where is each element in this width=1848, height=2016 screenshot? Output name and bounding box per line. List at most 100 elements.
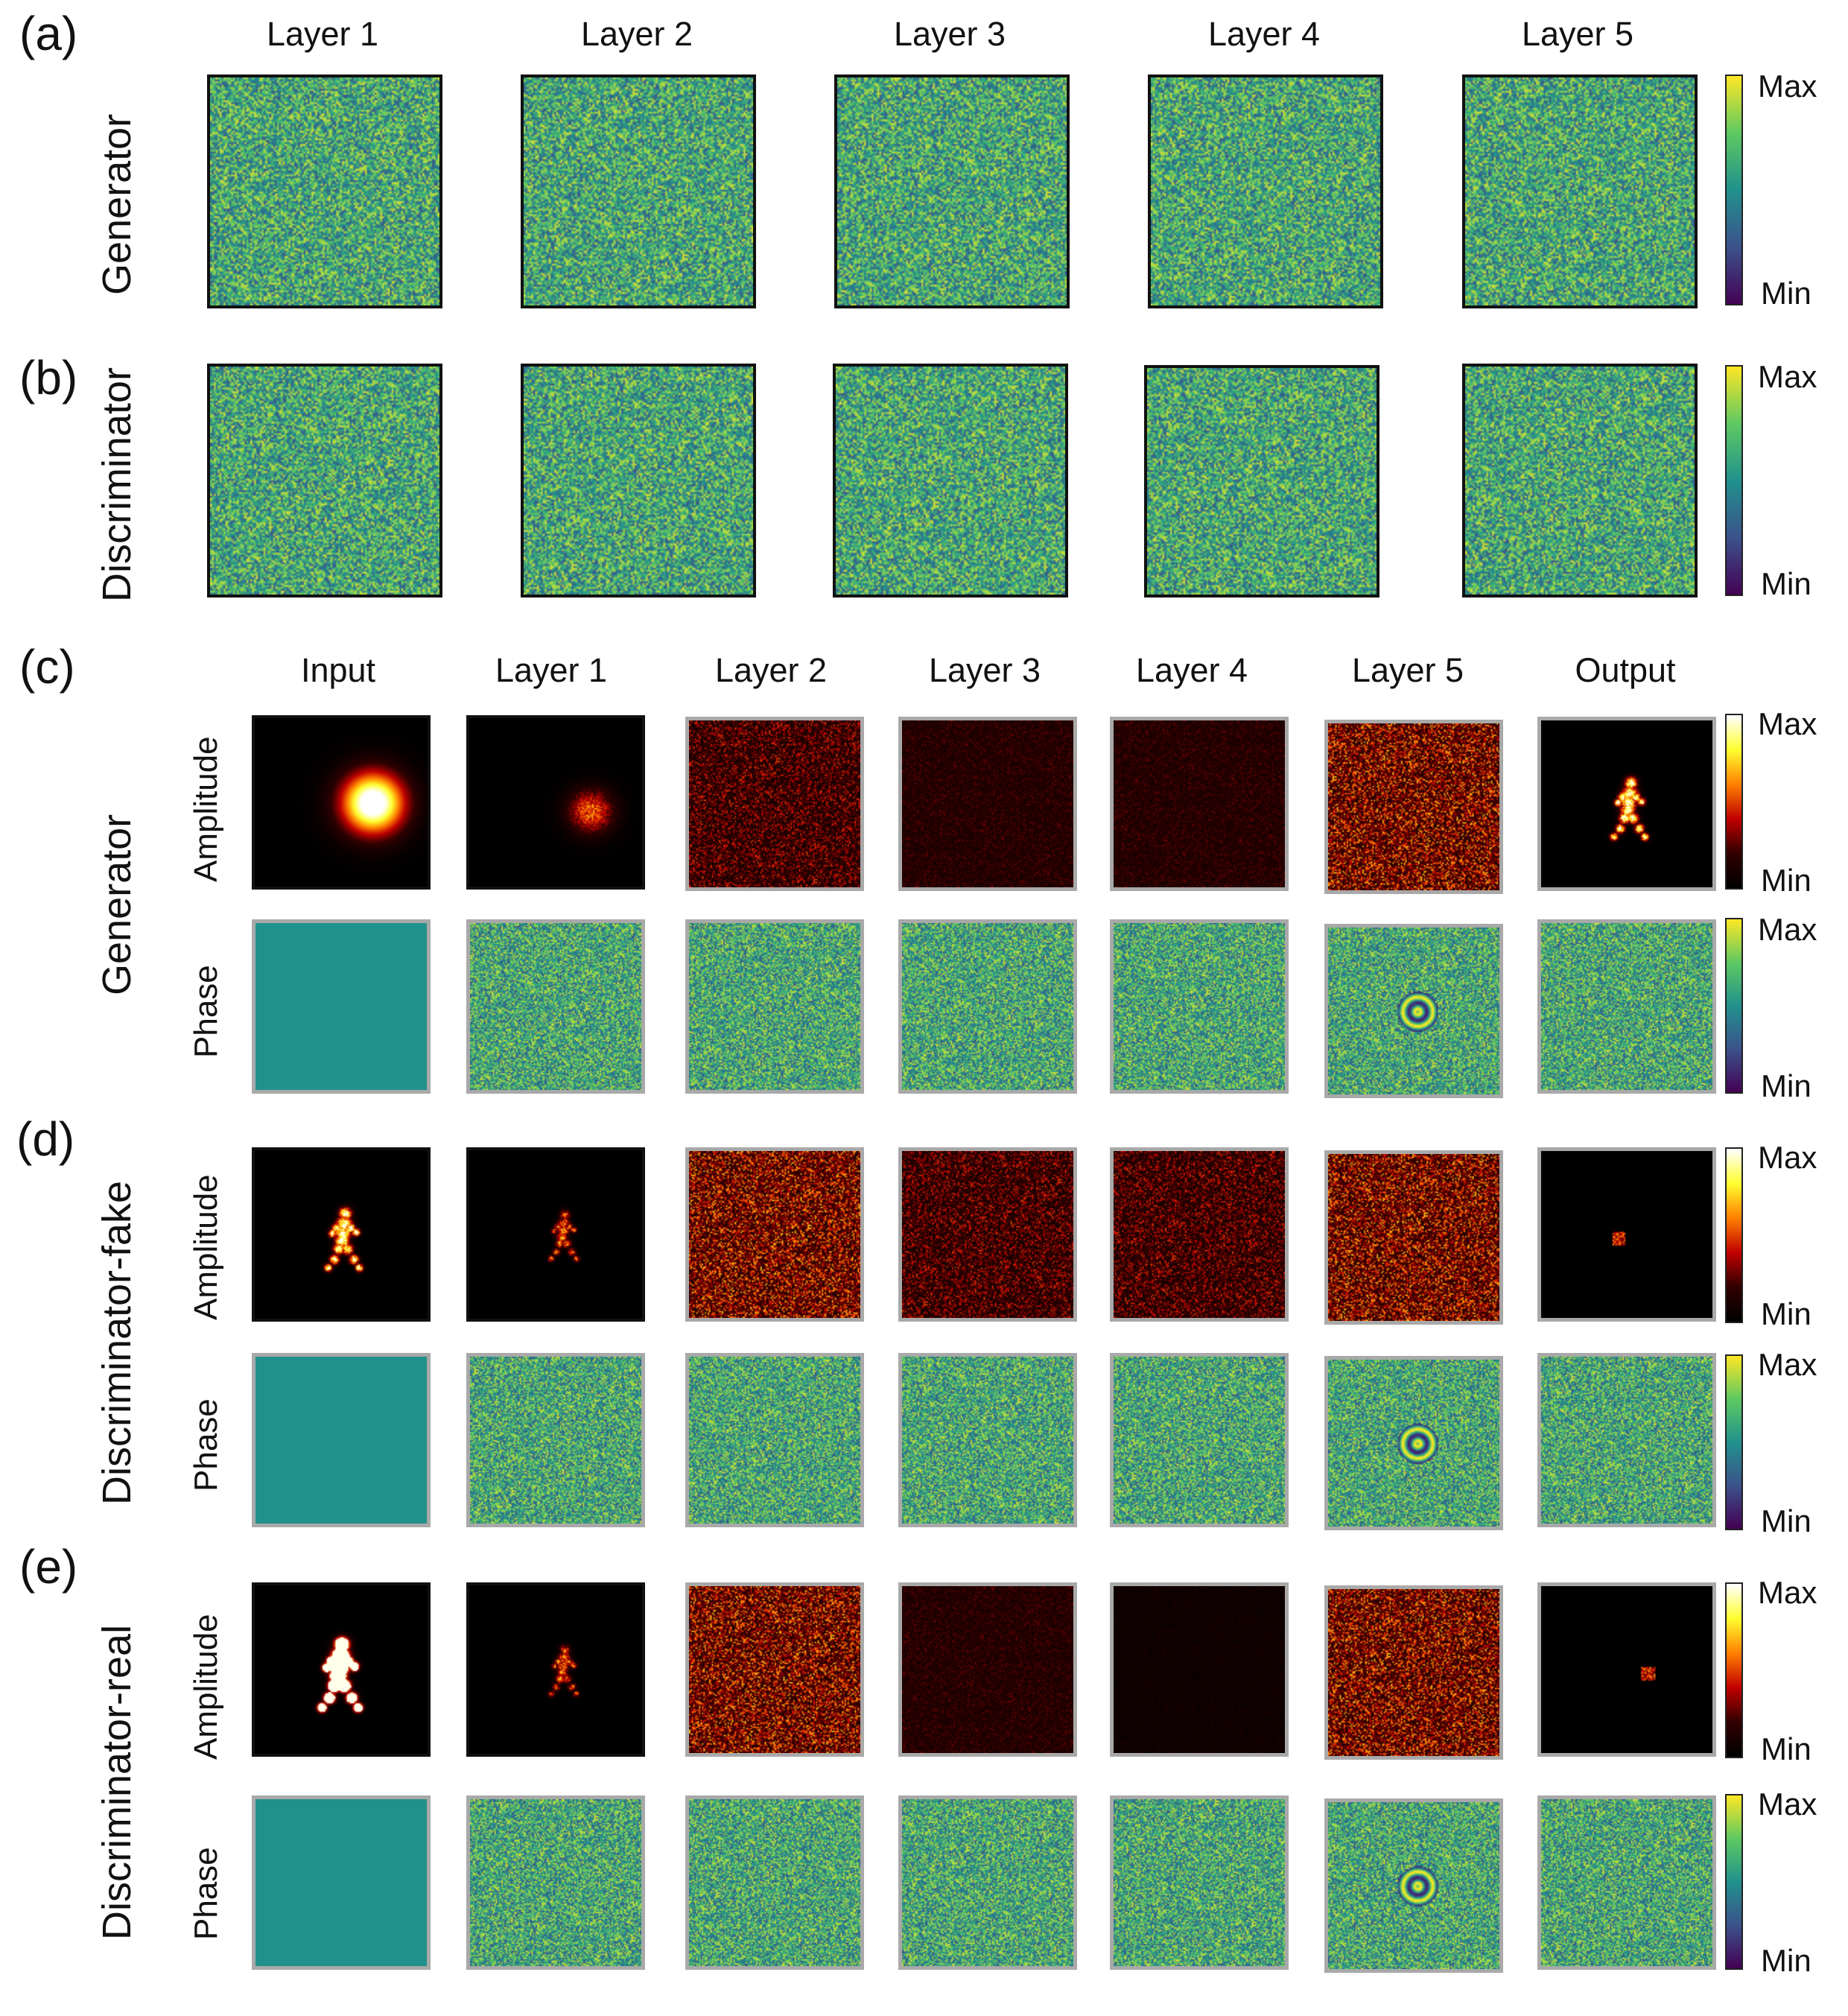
discriminator-layer-2-phase-mask (521, 364, 756, 597)
panel-d-amplitude-colorbar-min: Min (1761, 1296, 1812, 1331)
generator-layer-2-phase-mask (521, 75, 756, 308)
panel-e-phase-colorbar (1725, 1794, 1743, 1970)
discriminator-real-layer-3-amplitude (898, 1582, 1077, 1757)
generator-input-phase (252, 919, 431, 1094)
panel-c-phase-colorbar (1725, 918, 1743, 1094)
generator-layer-1-amplitude (466, 715, 645, 890)
discriminator-fake-layer-2-amplitude (685, 1147, 864, 1322)
panel-e-amplitude-colorbar-max: Max (1758, 1575, 1817, 1610)
panel-b-colorbar-max: Max (1758, 359, 1817, 394)
panel-c-label: (c) (19, 640, 75, 694)
panel-c-col-title: Layer 2 (714, 651, 828, 689)
generator-layer-3-amplitude (898, 717, 1077, 891)
panel-a-col-title: Layer 5 (1521, 15, 1634, 53)
discriminator-fake-input-amplitude (252, 1147, 431, 1322)
panel-e-amplitude-colorbar (1725, 1582, 1743, 1758)
discriminator-real-layer-3-phase (898, 1795, 1077, 1970)
discriminator-real-layer-2-amplitude (685, 1582, 864, 1757)
panel-a-colorbar-min: Min (1761, 276, 1812, 311)
discriminator-fake-layer-2-phase (685, 1353, 864, 1527)
generator-layer-3-phase (898, 919, 1077, 1094)
generator-layer-4-amplitude (1110, 717, 1289, 891)
panel-a-label: (a) (19, 7, 78, 60)
panel-b-colorbar-min: Min (1761, 566, 1812, 601)
discriminator-fake-layer-3-phase (898, 1353, 1077, 1527)
panel-c-phase-label: Phase (188, 965, 224, 1058)
generator-layer-5-phase-mask (1462, 75, 1698, 308)
discriminator-fake-layer-3-amplitude (898, 1147, 1077, 1322)
discriminator-fake-output-amplitude (1537, 1147, 1716, 1322)
panel-c-phase-colorbar-min: Min (1761, 1068, 1812, 1103)
panel-e-row-label: Discriminator-real (95, 1624, 139, 1940)
panel-c-amplitude-colorbar (1725, 714, 1743, 890)
panel-c-col-title: Layer 1 (495, 651, 608, 689)
discriminator-real-layer-4-phase (1110, 1795, 1289, 1970)
generator-layer-1-phase (466, 919, 645, 1094)
discriminator-layer-5-phase-mask (1462, 364, 1698, 597)
discriminator-fake-layer-4-phase (1110, 1353, 1289, 1527)
panel-a-col-title: Layer 3 (893, 15, 1006, 53)
discriminator-fake-output-phase (1537, 1353, 1716, 1527)
panel-a-col-title: Layer 4 (1207, 15, 1321, 53)
panel-d-phase-label: Phase (188, 1398, 224, 1492)
panel-d-amplitude-colorbar-max: Max (1758, 1140, 1817, 1175)
discriminator-real-layer-5-phase (1324, 1798, 1503, 1973)
generator-layer-2-amplitude (685, 717, 864, 891)
panel-a-colorbar-max: Max (1758, 69, 1817, 104)
generator-layer-5-phase (1324, 924, 1503, 1098)
panel-d-amplitude-label: Amplitude (188, 1174, 224, 1320)
generator-layer-2-phase (685, 919, 864, 1094)
discriminator-layer-1-phase-mask (207, 364, 442, 597)
panel-e-amplitude-colorbar-min: Min (1761, 1731, 1812, 1766)
panel-d-phase-colorbar (1725, 1354, 1743, 1530)
discriminator-real-output-amplitude (1537, 1582, 1716, 1757)
panel-e-phase-label: Phase (188, 1847, 224, 1940)
discriminator-real-layer-2-phase (685, 1795, 864, 1970)
generator-layer-3-phase-mask (834, 75, 1070, 308)
panel-d-label: (d) (16, 1112, 75, 1166)
discriminator-fake-input-phase (252, 1353, 431, 1527)
panel-c-phase-colorbar-max: Max (1758, 912, 1817, 947)
discriminator-real-output-phase (1537, 1795, 1716, 1970)
discriminator-real-layer-4-amplitude (1110, 1582, 1289, 1757)
panel-b-label: (b) (19, 351, 78, 405)
generator-output-amplitude (1537, 717, 1716, 891)
discriminator-fake-layer-1-amplitude (466, 1147, 645, 1322)
discriminator-real-layer-1-amplitude (466, 1582, 645, 1757)
discriminator-real-input-amplitude (252, 1582, 431, 1757)
panel-a-col-title: Layer 2 (580, 15, 693, 53)
panel-c-amplitude-colorbar-max: Max (1758, 706, 1817, 741)
panel-d-amplitude-colorbar (1725, 1147, 1743, 1323)
generator-layer-5-amplitude (1324, 720, 1503, 894)
discriminator-fake-layer-5-amplitude (1324, 1150, 1503, 1325)
panel-c-col-title: Output (1575, 651, 1676, 689)
panel-e-label: (e) (19, 1540, 78, 1594)
discriminator-fake-layer-4-amplitude (1110, 1147, 1289, 1322)
panel-a-row-label: Generator (95, 113, 139, 295)
panel-c-col-title: Layer 3 (928, 651, 1041, 689)
panel-a-col-title: Layer 1 (266, 15, 379, 53)
discriminator-real-input-phase (252, 1795, 431, 1970)
generator-layer-4-phase (1110, 919, 1289, 1094)
panel-c-row-label: Generator (95, 814, 139, 995)
panel-e-phase-colorbar-max: Max (1758, 1787, 1817, 1822)
discriminator-fake-layer-1-phase (466, 1353, 645, 1527)
generator-layer-4-phase-mask (1148, 75, 1383, 308)
panel-e-phase-colorbar-min: Min (1761, 1943, 1812, 1978)
discriminator-layer-4-phase-mask (1144, 365, 1379, 597)
panel-b-row-label: Discriminator (95, 367, 139, 602)
discriminator-real-layer-1-phase (466, 1795, 645, 1970)
panel-d-phase-colorbar-min: Min (1761, 1503, 1812, 1538)
panel-d-phase-colorbar-max: Max (1758, 1347, 1817, 1382)
panel-b-colorbar (1725, 365, 1743, 596)
generator-layer-1-phase-mask (207, 75, 442, 308)
discriminator-layer-3-phase-mask (833, 364, 1068, 597)
panel-c-amplitude-colorbar-min: Min (1761, 863, 1812, 898)
panel-a-colorbar (1725, 75, 1743, 305)
panel-c-col-title: Layer 4 (1135, 651, 1248, 689)
discriminator-real-layer-5-amplitude (1324, 1585, 1503, 1760)
panel-d-row-label: Discriminator-fake (95, 1180, 139, 1505)
panel-e-amplitude-label: Amplitude (188, 1614, 224, 1760)
discriminator-fake-layer-5-phase (1324, 1356, 1503, 1530)
generator-output-phase (1537, 919, 1716, 1094)
